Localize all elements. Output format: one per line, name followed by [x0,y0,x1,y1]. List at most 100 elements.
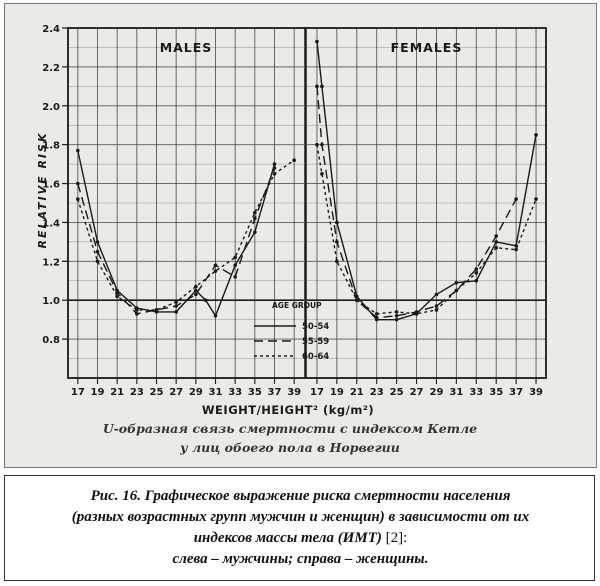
legend: AGE GROUP 50-54 55-59 60-64 [254,301,329,362]
x-tick-label: 31 [209,387,223,398]
data-point-60-64 [335,259,339,264]
y-tick-label: 1.0 [42,296,60,307]
data-point-55-59 [374,315,379,320]
x-tick-label: 39 [287,387,301,398]
data-point-55-59 [394,313,399,318]
data-point-60-64 [194,284,198,289]
panel-females: 17 19 21 23 25 27 29 31 33 35 37 39 FEMALES [307,27,546,398]
data-point-55-59 [514,197,518,201]
x-tick-label: 35 [248,387,262,398]
series-line-60-64 [77,159,295,311]
x-tick-label: 37 [268,387,282,398]
data-point-50-54 [434,292,439,297]
x-tick-label: 17 [310,387,324,398]
data-point-50-54 [194,288,198,293]
data-point-60-64 [272,172,277,176]
y-tick-label: 2.4 [42,24,60,35]
data-point-55-59 [213,263,218,268]
data-point-60-64 [374,312,379,316]
x-tick-label: 39 [529,387,543,398]
y-tick-label: 0.8 [42,335,60,346]
data-point-60-64 [154,308,159,312]
data-point-55-59 [233,275,237,279]
data-point-50-54 [315,39,319,44]
x-tick-label: 23 [130,387,144,398]
photo-caption-line-2: у лиц обоего пола в Норвегии [179,440,400,455]
panel-title: MALES [160,40,213,55]
caption-line-1: Рис. 16. Графическое выражение риска сме… [90,488,511,504]
x-tick-label: 29 [429,387,443,398]
data-point-50-54 [335,220,339,225]
y-tick-label: 1.6 [42,180,60,191]
data-point-60-64 [474,271,479,275]
data-point-55-59 [135,312,139,316]
data-point-60-64 [135,308,139,312]
x-tick-label: 27 [169,387,183,398]
data-point-50-54 [213,313,218,318]
data-point-50-54 [394,317,399,322]
data-point-55-59 [335,240,339,244]
legend-label: 60-64 [302,352,329,362]
data-point-60-64 [115,294,119,299]
x-tick-label: 33 [469,387,483,398]
x-tick-label: 21 [350,387,364,398]
x-tick-label: 37 [509,387,523,398]
data-point-60-64 [454,288,459,293]
data-point-50-54 [272,162,277,166]
plot-frame [67,27,547,379]
data-point-60-64 [514,247,518,252]
data-point-55-59 [474,267,479,271]
x-tick-label: 25 [390,387,404,398]
y-tick-label: 1.2 [42,257,60,268]
x-tick-label: 35 [489,387,503,398]
data-point-60-64 [315,142,319,147]
y-tick-label: 2.2 [42,63,60,74]
data-point-60-64 [95,259,100,264]
data-point-60-64 [434,308,439,312]
series-line-55-59 [316,86,517,319]
data-point-50-54 [253,230,257,234]
caption-line-3: индексов массы тела (ИМТ) [2]: [193,530,408,546]
x-tick-label: 31 [449,387,463,398]
data-point-50-54 [474,278,479,283]
data-point-60-64 [174,300,178,304]
x-tick-label: 19 [330,387,344,398]
photo-caption-line-1: U-образная связь смертности с индексом К… [103,421,477,436]
data-point-60-64 [394,310,399,314]
y-tick-label: 2.0 [42,102,60,113]
data-point-50-54 [95,240,100,244]
series-line-50-54 [77,150,276,318]
x-tick-label: 29 [189,387,203,398]
figure-caption: Рис. 16. Графическое выражение риска сме… [4,475,595,581]
data-point-50-54 [233,263,237,268]
panel-title: FEMALES [391,40,463,55]
data-point-60-64 [76,197,80,201]
data-point-60-64 [253,210,257,215]
series-line-50-54 [316,41,537,321]
data-point-50-54 [174,310,178,314]
x-tick-label: 33 [228,387,242,398]
y-axis-label: RELATIVE RISK [36,132,49,249]
legend-label: 55-59 [302,337,329,347]
x-tick-label: 17 [71,387,85,398]
axes-layer: 2.4 2.2 2.0 1.8 1.6 1.4 1.2 1.0 0.8 [42,24,547,379]
x-tick-label: 21 [110,387,124,398]
caption-line-4: слева – мужчины; справа – женщины. [172,551,429,567]
data-point-60-64 [534,197,538,201]
data-point-50-54 [534,133,538,137]
data-point-60-64 [213,269,218,273]
data-point-55-59 [174,304,178,308]
data-point-60-64 [414,312,419,316]
data-point-60-64 [494,245,499,250]
data-point-50-54 [494,240,499,244]
data-point-50-54 [203,298,208,303]
data-point-60-64 [292,158,296,163]
data-point-60-64 [233,255,237,260]
data-point-55-59 [434,304,439,308]
data-point-60-64 [320,172,324,176]
y-tick-label: 1.4 [42,218,60,229]
data-point-50-54 [320,84,324,89]
data-point-60-64 [354,298,359,303]
data-point-55-59 [272,166,277,170]
series-line-60-64 [316,144,537,315]
